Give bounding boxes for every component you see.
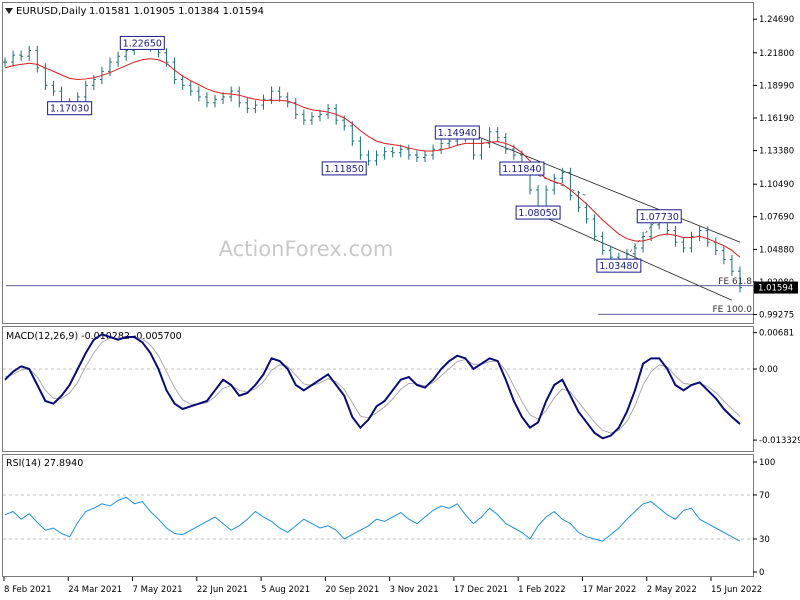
rsi-tick-label: 70	[759, 491, 770, 501]
x-tick-label: 1 Feb 2022	[518, 585, 566, 595]
rsi-line	[4, 496, 741, 542]
price-tick-label: 1.16190	[759, 114, 794, 124]
x-tick-label: 22 Jun 2021	[197, 585, 248, 595]
annotation-box	[636, 209, 682, 224]
current-price-marker	[754, 281, 798, 294]
header: EURUSD,Daily 1.01581 1.01905 1.01384 1.0…	[5, 6, 264, 17]
price-annotation: 1.14940	[434, 125, 480, 140]
price-tick-label: 1.04880	[759, 245, 794, 255]
annotation-box	[47, 101, 93, 116]
channel-line	[457, 127, 741, 243]
macd-signal-line	[4, 336, 741, 434]
price-layer: FE 61.8 FE 100.0 1.22650 1.17030 1.14940 1.11…	[3, 35, 753, 315]
annotation-box	[515, 205, 561, 220]
rsi-panel-frame	[2, 454, 754, 577]
x-tick-label: 3 Nov 2021	[390, 585, 439, 595]
symbol-label: EURUSD,Daily	[16, 6, 87, 17]
x-tick-label: 2 May 2022	[647, 585, 697, 595]
price-tick-label: 0.99275	[759, 311, 794, 321]
rsi-tick-label: 100	[759, 458, 775, 468]
annotation-box	[499, 161, 545, 176]
price-annotation: 1.03480	[596, 258, 642, 273]
x-tick-label: 24 Mar 2021	[68, 585, 122, 595]
annotation-text: 1.14940	[438, 128, 477, 139]
moving-average-line	[4, 58, 741, 258]
macd-axis: 0.00681 0.00 -0.013329	[753, 329, 800, 446]
x-tick-label: 15 Jun 2022	[711, 585, 762, 595]
rsi-axis: 100 70 30 0	[753, 458, 775, 578]
rsi-tick-label: 30	[759, 535, 770, 545]
macd-layer	[3, 333, 753, 440]
price-tick-label: 1.18990	[759, 81, 794, 91]
annotation-text: 1.17030	[50, 104, 89, 115]
collapse-triangle-icon[interactable]	[5, 8, 13, 14]
x-tick-label: 5 Aug 2021	[261, 585, 310, 595]
frames	[2, 2, 754, 577]
price-tick-label: 1.13380	[759, 147, 794, 157]
rsi-title: RSI(14) 27.8940	[6, 458, 83, 469]
annotation-text: 1.11840	[502, 164, 541, 175]
price-tick-label: 1.10490	[759, 180, 794, 190]
annotation-text: 1.07730	[640, 212, 679, 223]
fib-label: FE 100.0	[713, 305, 753, 315]
watermark: ActionForex.com	[219, 237, 394, 261]
price-tick-label: 1.21800	[759, 49, 794, 59]
annotation-text: 1.03480	[599, 261, 638, 272]
rsi-tick-label: 0	[759, 568, 764, 578]
rsi-layer	[3, 494, 753, 542]
macd-tick-label: 0.00681	[759, 329, 794, 339]
price-annotation: 1.07730	[636, 209, 682, 224]
price-annotation: 1.08050	[515, 205, 561, 220]
price-annotation: 1.11840	[499, 161, 545, 176]
price-tick-label: 1.24690	[759, 15, 794, 25]
x-tick-label: 17 Dec 2021	[454, 585, 508, 595]
macd-title: MACD(12,26,9) -0.010282 -0.005700	[6, 331, 182, 342]
x-tick-label: 20 Sep 2021	[325, 585, 379, 595]
annotation-box	[596, 258, 642, 273]
price-tick-label: 1.07690	[759, 213, 794, 223]
macd-tick-label: 0.00	[759, 365, 778, 375]
annotation-box	[434, 125, 480, 140]
annotation-text: 1.22650	[123, 38, 162, 49]
current-price-label: 1.01594	[758, 284, 793, 294]
annotation-box	[321, 161, 367, 176]
annotation-text: 1.11850	[325, 164, 364, 175]
annotation-text: 1.08050	[518, 208, 557, 219]
price-annotation: 1.17030	[47, 101, 93, 116]
price-panel-frame	[2, 2, 754, 324]
price-axis: 1.24690 1.21800 1.18990 1.16190 1.13380 1.104…	[753, 15, 798, 321]
annotation-box	[119, 35, 165, 50]
macd-line	[4, 333, 741, 440]
ohlc-label: 1.01581 1.01905 1.01384 1.01594	[89, 6, 264, 17]
macd-tick-label: -0.013329	[759, 436, 800, 446]
price-annotation: 1.22650	[119, 35, 165, 50]
x-tick-label: 7 May 2021	[133, 585, 183, 595]
x-tick-label: 8 Feb 2021	[4, 585, 52, 595]
x-axis: 8 Feb 2021 24 Mar 2021 7 May 2021 22 Jun 20…	[3, 577, 762, 595]
fib-label: FE 61.8	[718, 277, 752, 287]
price-annotation: 1.11850	[321, 161, 367, 176]
x-tick-label: 17 Mar 2022	[582, 585, 636, 595]
macd-panel-frame	[2, 326, 754, 452]
